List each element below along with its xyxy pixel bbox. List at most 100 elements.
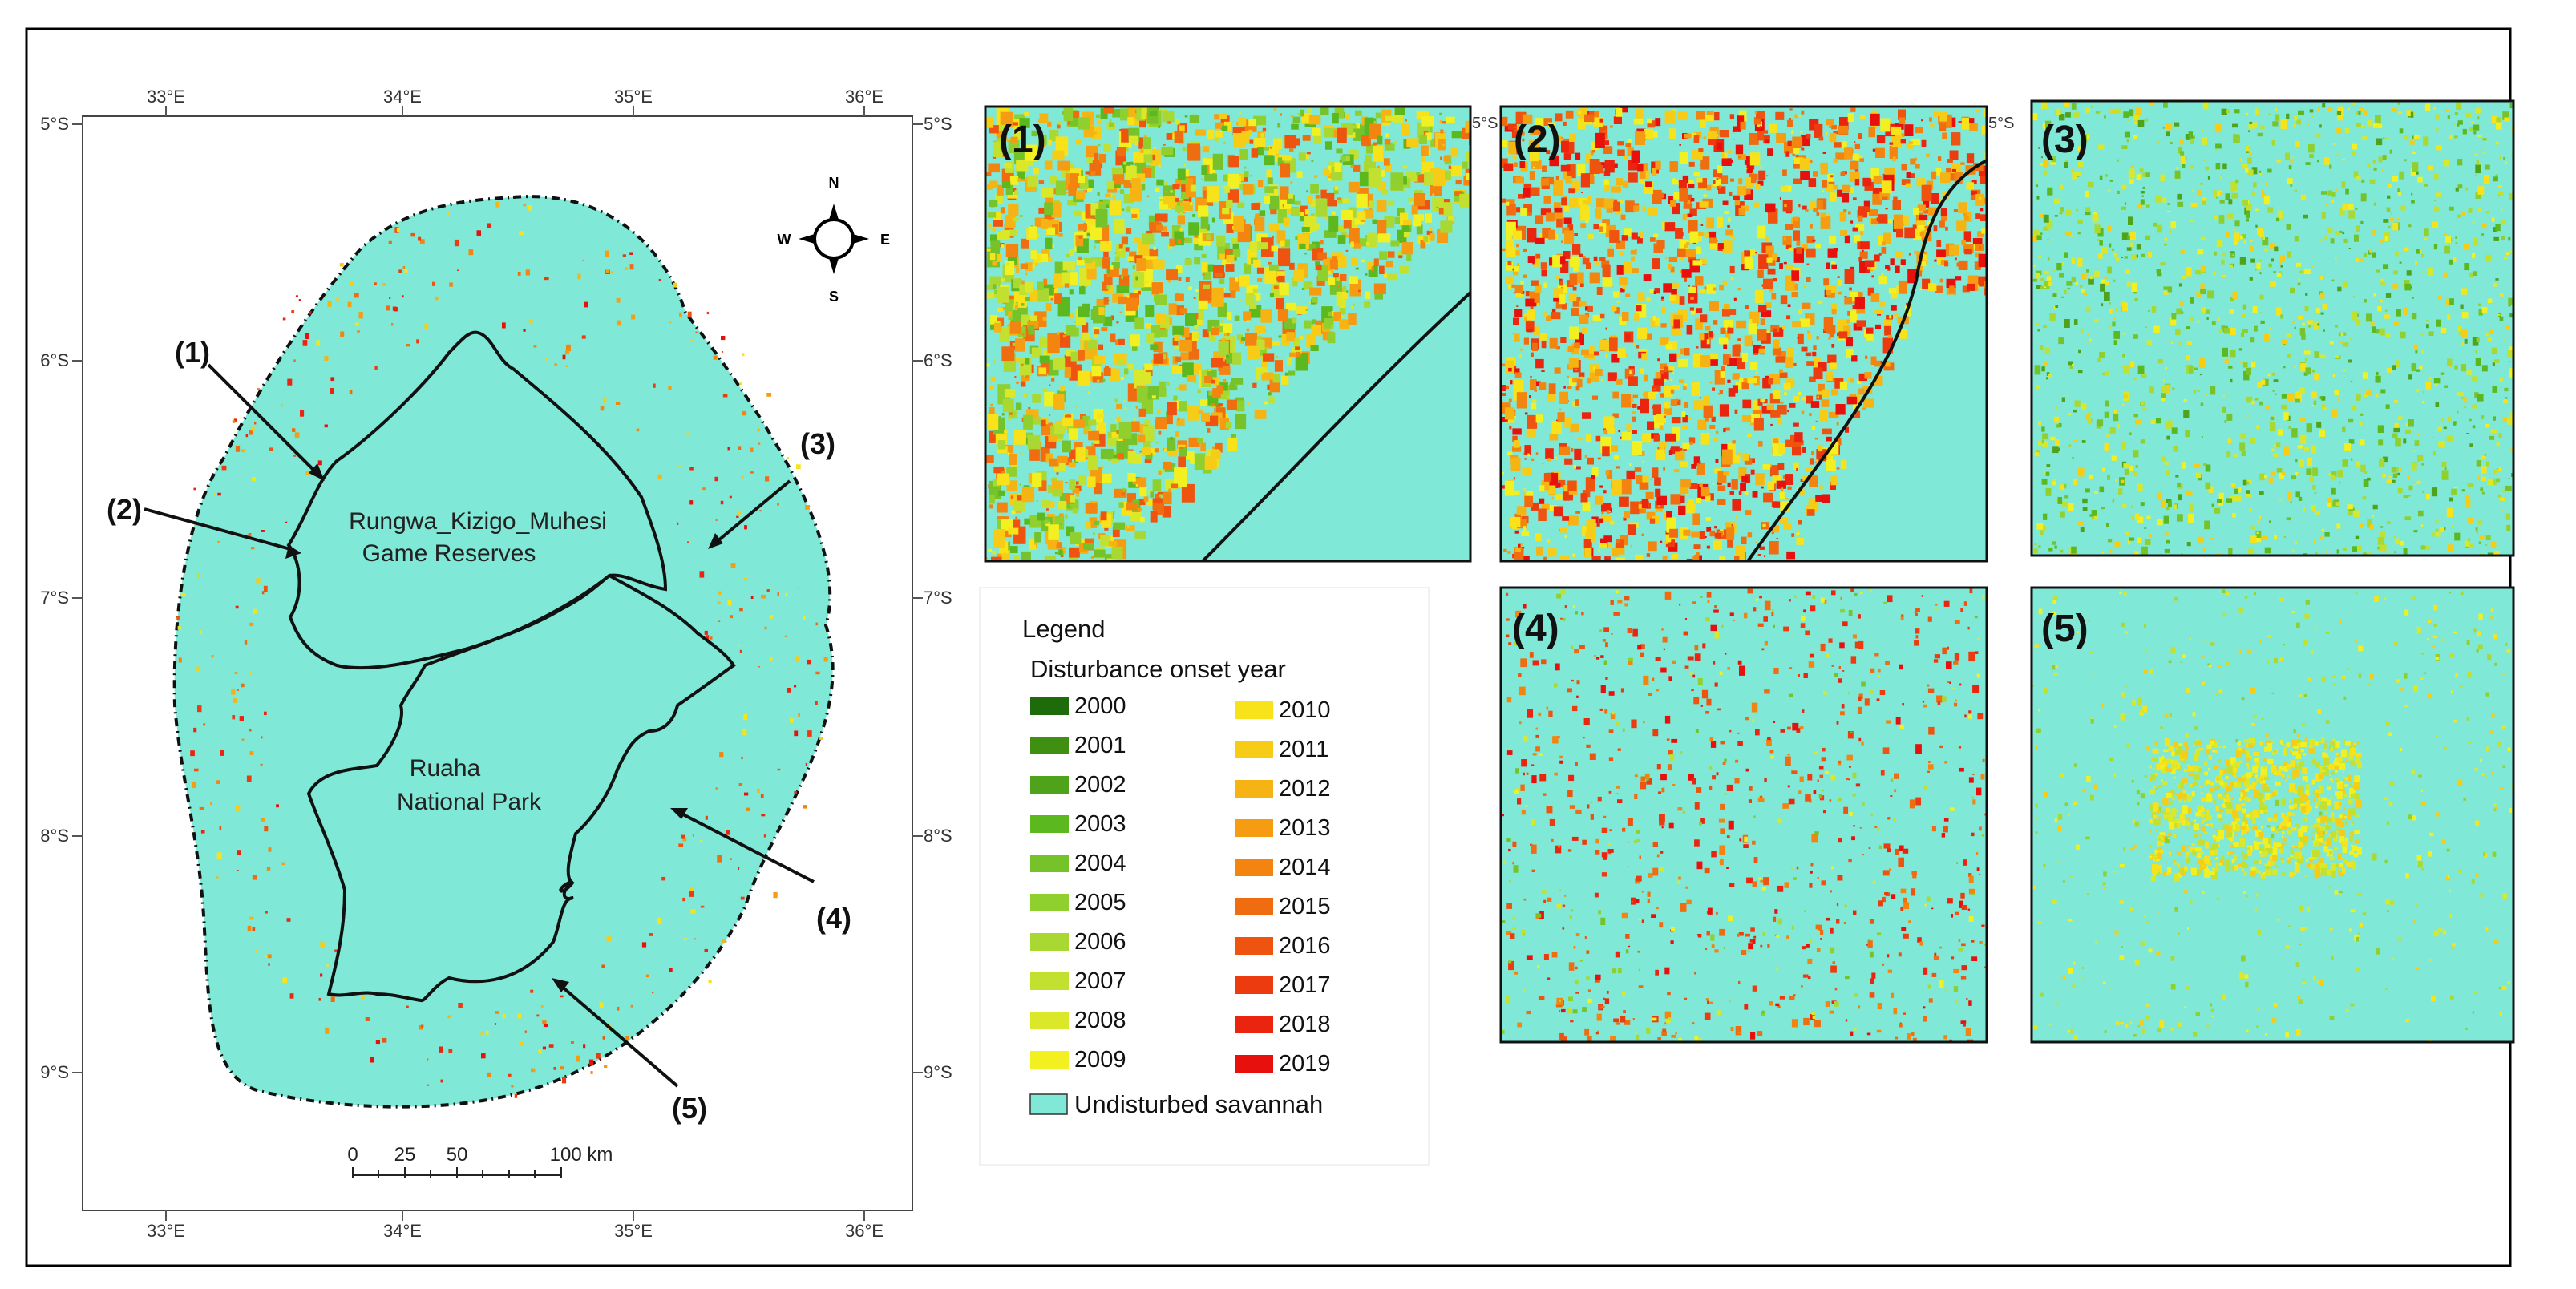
disturbance-patch: [1714, 526, 1717, 529]
disturbance-patch: [1793, 422, 1799, 427]
disturbance-patch: [1118, 249, 1122, 252]
disturbance-patch: [1854, 235, 1861, 243]
disturbance-patch: [1351, 124, 1357, 129]
disturbance-patch: [1306, 190, 1308, 193]
disturbance-patch: [1268, 261, 1272, 265]
disturbance-patch: [1112, 526, 1120, 537]
disturbance-patch: [1553, 288, 1563, 300]
disturbance-patch: [1426, 230, 1433, 235]
disturbance-patch: [1936, 240, 1942, 247]
disturbance-patch: [374, 366, 378, 370]
disturbance-patch: [1769, 288, 1773, 293]
disturbance-patch: [1728, 150, 1733, 154]
disturbance-patch: [1155, 294, 1167, 305]
disturbance-patch: [178, 657, 182, 663]
disturbance-patch: [330, 996, 335, 1002]
disturbance-patch: [989, 200, 998, 207]
disturbance-patch: [1350, 164, 1354, 168]
disturbance-patch: [1955, 276, 1962, 281]
disturbance-patch: [1603, 130, 1606, 132]
disturbance-patch: [1852, 197, 1857, 200]
disturbance-patch: [1820, 216, 1831, 229]
disturbance-patch: [1765, 203, 1776, 212]
disturbance-patch: [1564, 230, 1574, 244]
disturbance-patch: [1020, 381, 1026, 387]
disturbance-patch: [1618, 430, 1620, 433]
disturbance-patch: [1619, 496, 1629, 507]
disturbance-patch: [1333, 187, 1339, 195]
disturbance-patch: [1816, 336, 1819, 340]
disturbance-patch: [1709, 425, 1716, 429]
disturbance-patch: [1510, 457, 1521, 471]
disturbance-patch: [1900, 139, 1906, 144]
disturbance-patch: [1754, 111, 1757, 114]
disturbance-patch: [1826, 459, 1836, 471]
disturbance-patch: [1762, 464, 1771, 470]
disturbance-patch: [1827, 248, 1838, 258]
disturbance-patch: [1420, 240, 1426, 249]
disturbance-patch: [761, 594, 766, 599]
disturbance-patch: [1525, 321, 1535, 332]
disturbance-patch: [762, 858, 764, 860]
disturbance-patch: [742, 729, 747, 736]
disturbance-patch: [1815, 459, 1819, 463]
disturbance-patch: [1226, 199, 1233, 208]
disturbance-patch: [1776, 538, 1778, 539]
disturbance-patch: [357, 330, 360, 333]
disturbance-patch: [1082, 415, 1090, 427]
disturbance-patch: [1874, 254, 1880, 262]
disturbance-patch: [1672, 203, 1680, 215]
disturbance-patch: [1072, 508, 1078, 514]
disturbance-patch: [1366, 143, 1377, 154]
disturbance-patch: [1078, 256, 1082, 262]
disturbance-patch: [1125, 297, 1138, 311]
disturbance-patch: [989, 407, 995, 416]
disturbance-patch: [1700, 433, 1710, 445]
disturbance-patch: [1222, 208, 1230, 215]
disturbance-patch: [1311, 285, 1313, 287]
disturbance-patch: [1693, 172, 1700, 177]
disturbance-patch: [1678, 505, 1686, 515]
disturbance-patch: [1163, 226, 1167, 232]
disturbance-patch: [1684, 402, 1688, 408]
disturbance-patch: [1441, 199, 1450, 206]
disturbance-patch: [1034, 532, 1041, 543]
disturbance-patch: [1029, 538, 1037, 550]
disturbance-patch: [1025, 282, 1033, 293]
disturbance-patch: [1194, 325, 1199, 329]
disturbance-patch: [1779, 372, 1788, 378]
disturbance-patch: [757, 788, 760, 794]
disturbance-patch: [985, 248, 991, 252]
disturbance-patch: [1829, 236, 1837, 244]
disturbance-patch: [719, 752, 724, 758]
disturbance-patch: [1203, 420, 1205, 422]
compass-icon: N S W E: [778, 175, 891, 305]
disturbance-patch: [1649, 289, 1654, 293]
disturbance-patch: [1670, 446, 1680, 455]
disturbance-patch: [1696, 346, 1699, 349]
disturbance-patch: [1529, 171, 1535, 180]
disturbance-patch: [1698, 220, 1701, 224]
disturbance-patch: [1652, 258, 1660, 269]
disturbance-patch: [1390, 240, 1400, 247]
disturbance-patch: [1949, 150, 1959, 160]
disturbance-patch: [1078, 543, 1087, 552]
disturbance-patch: [803, 805, 807, 809]
disturbance-patch: [1702, 346, 1705, 348]
disturbance-patch: [1281, 239, 1290, 248]
disturbance-patch: [988, 224, 993, 229]
disturbance-patch: [1939, 112, 1947, 122]
disturbance-patch: [1784, 142, 1793, 154]
disturbance-patch: [247, 925, 252, 932]
disturbance-patch: [1603, 416, 1615, 430]
disturbance-patch: [1214, 114, 1219, 120]
disturbance-patch: [1058, 501, 1067, 510]
disturbance-patch: [1166, 381, 1168, 383]
disturbance-patch: [1155, 188, 1160, 192]
disturbance-patch: [1543, 282, 1547, 288]
disturbance-patch: [1679, 188, 1688, 202]
disturbance-patch: [1507, 451, 1513, 455]
disturbance-patch: [1201, 412, 1210, 422]
disturbance-patch: [388, 240, 392, 244]
disturbance-patch: [1033, 167, 1039, 175]
